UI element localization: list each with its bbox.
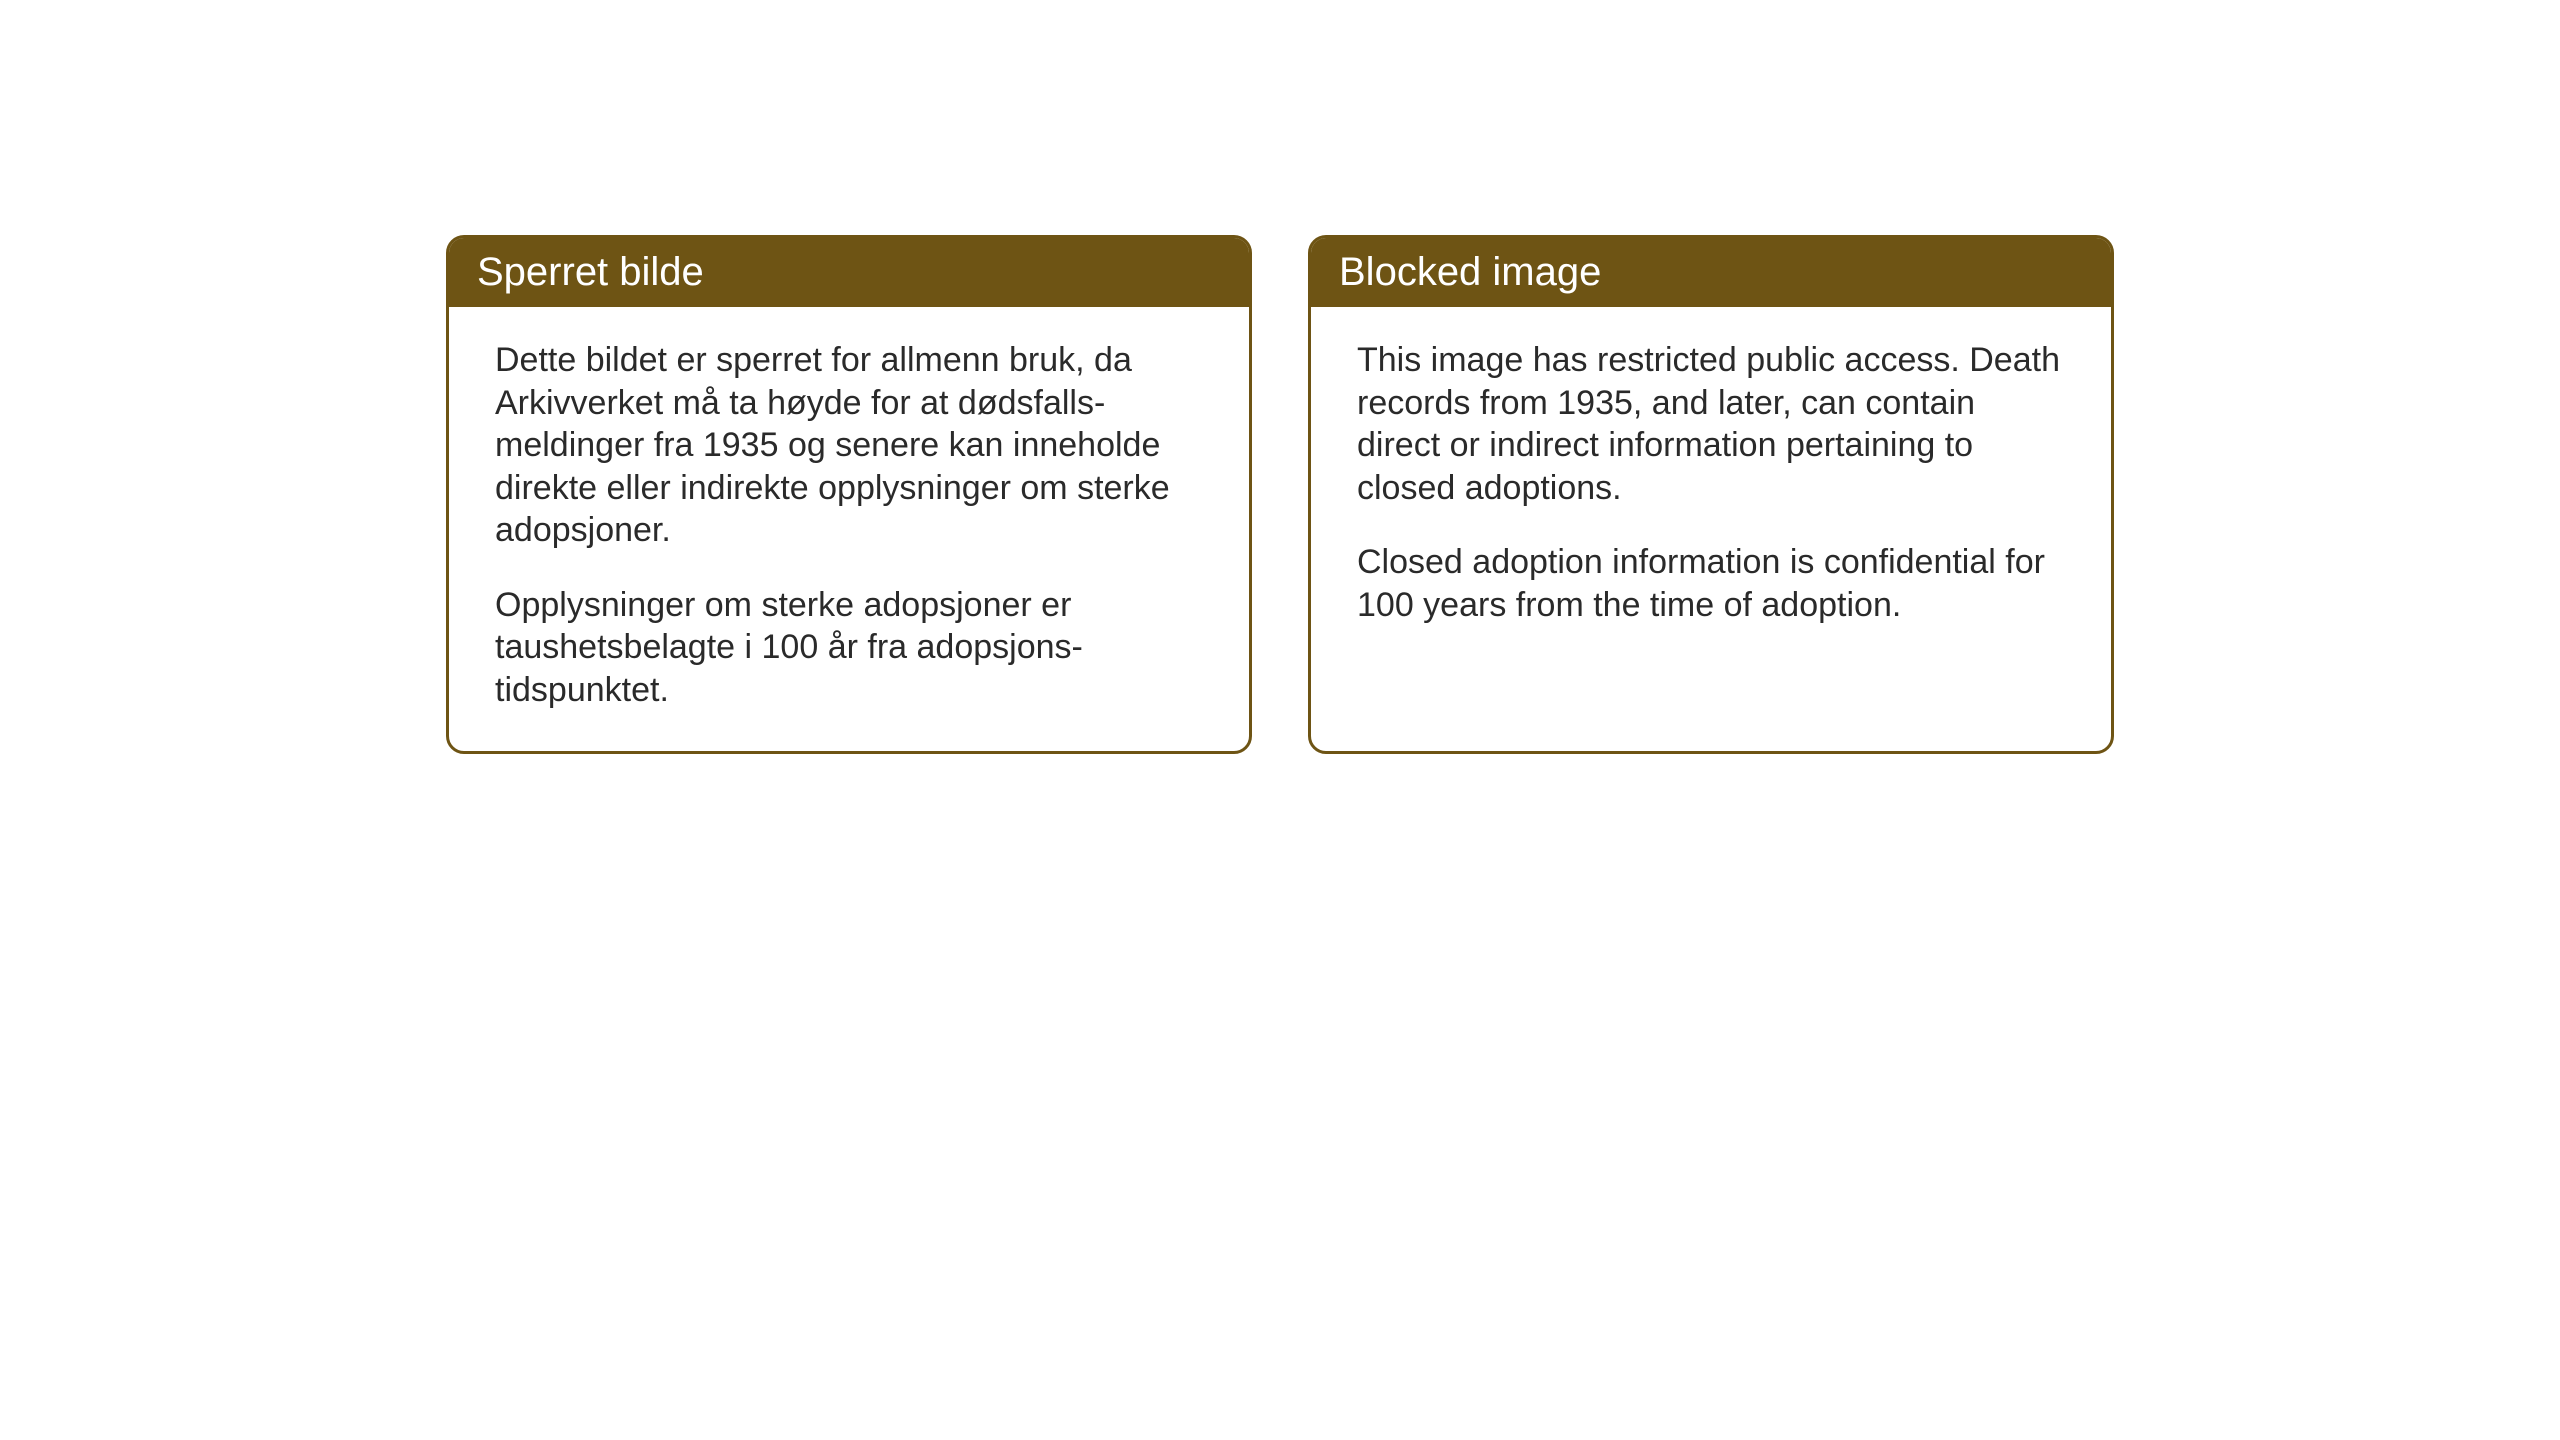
card-body-english: This image has restricted public access.… — [1311, 307, 2111, 666]
card-header-english: Blocked image — [1311, 238, 2111, 307]
card-header-norwegian: Sperret bilde — [449, 238, 1249, 307]
card-norwegian: Sperret bilde Dette bildet er sperret fo… — [446, 235, 1252, 754]
card-english: Blocked image This image has restricted … — [1308, 235, 2114, 754]
cards-container: Sperret bilde Dette bildet er sperret fo… — [446, 235, 2560, 754]
card-paragraph-1-norwegian: Dette bildet er sperret for allmenn bruk… — [495, 339, 1203, 552]
card-body-norwegian: Dette bildet er sperret for allmenn bruk… — [449, 307, 1249, 751]
card-paragraph-2-norwegian: Opplysninger om sterke adopsjoner er tau… — [495, 584, 1203, 712]
card-paragraph-1-english: This image has restricted public access.… — [1357, 339, 2065, 509]
card-paragraph-2-english: Closed adoption information is confident… — [1357, 541, 2065, 626]
